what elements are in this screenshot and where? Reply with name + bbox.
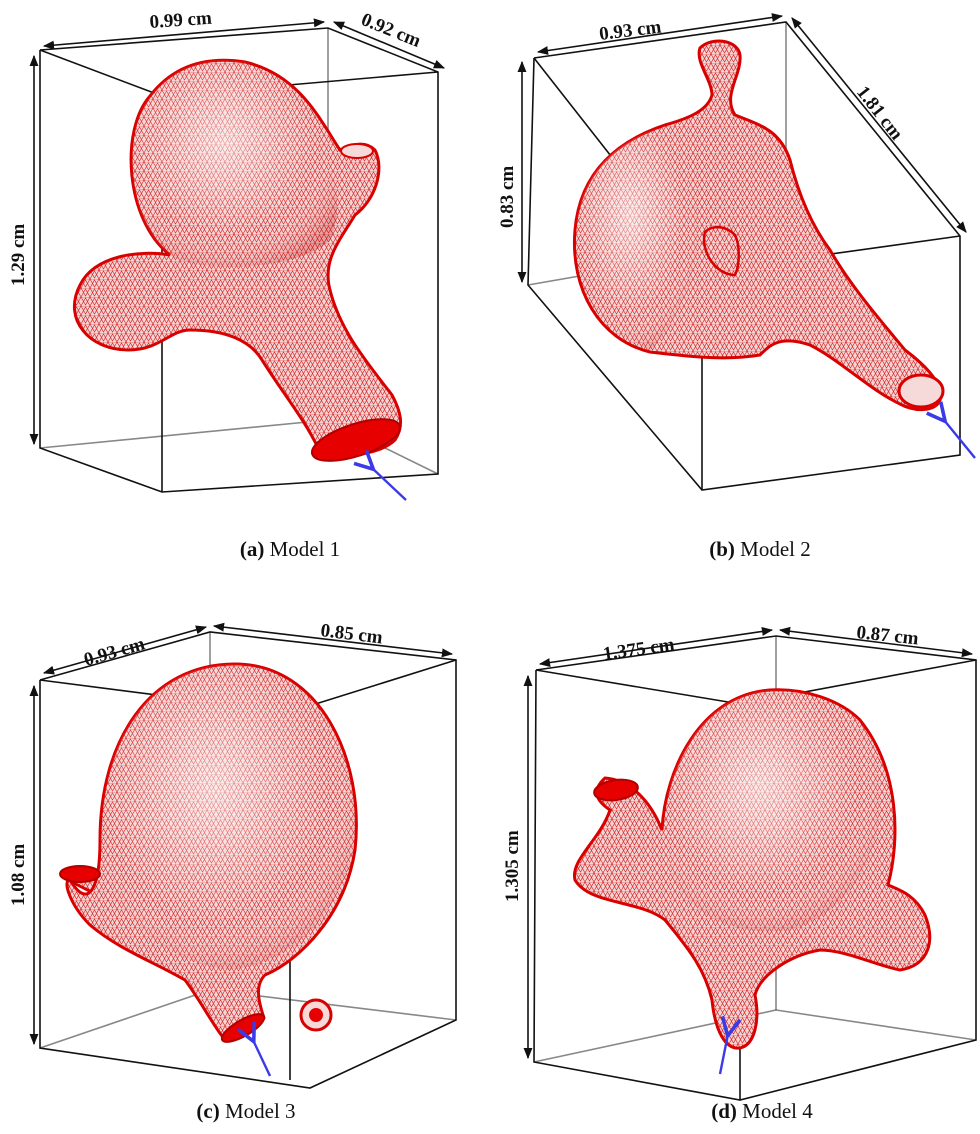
dim-depth-c: 0.85 cm [319,620,384,648]
caption-a: (a) Model 1 [240,537,340,561]
mesh-model-4 [573,688,932,1050]
mesh-model-2 [572,39,945,411]
mesh-model-1 [73,58,403,462]
inlet-arrow-icon [944,420,976,459]
dim-width-d: 1.375 cm [602,634,676,665]
dim-height-c: 1.08 cm [8,844,29,906]
inlet-arrow-icon [718,1034,728,1075]
dimension-lines-c [29,622,454,1046]
dimension-lines-b [517,13,967,284]
dim-height-a: 1.29 cm [8,224,29,286]
dim-height-d: 1.305 cm [502,830,523,902]
mesh-model-3 [59,662,358,1043]
caption-d: (d) Model 4 [711,1099,813,1123]
dim-width-a: 0.99 cm [149,8,213,33]
dimension-lines-d [523,626,974,1060]
dimension-lines-a [29,18,446,446]
panel-b: 0.93 cm 1.81 cm 0.83 cm (b) Model 2 [497,13,976,561]
caption-b: (b) Model 2 [709,537,811,561]
caption-c: (c) Model 3 [196,1099,295,1123]
panel-a: 0.99 cm 0.92 cm 1.29 cm (a) Model 1 [8,8,446,561]
inlet-arrow-icon [253,1040,272,1077]
dim-depth-d: 0.87 cm [855,622,919,649]
dim-width-c: 0.93 cm [82,633,148,670]
panel-c: 0.93 cm 0.85 cm 1.08 cm (c) Model 3 [8,620,457,1123]
panel-d: 1.375 cm 0.87 cm 1.305 cm (d) Model 4 [502,622,977,1123]
inlet-arrow-icon [372,468,407,501]
dim-height-b: 0.83 cm [497,166,518,228]
